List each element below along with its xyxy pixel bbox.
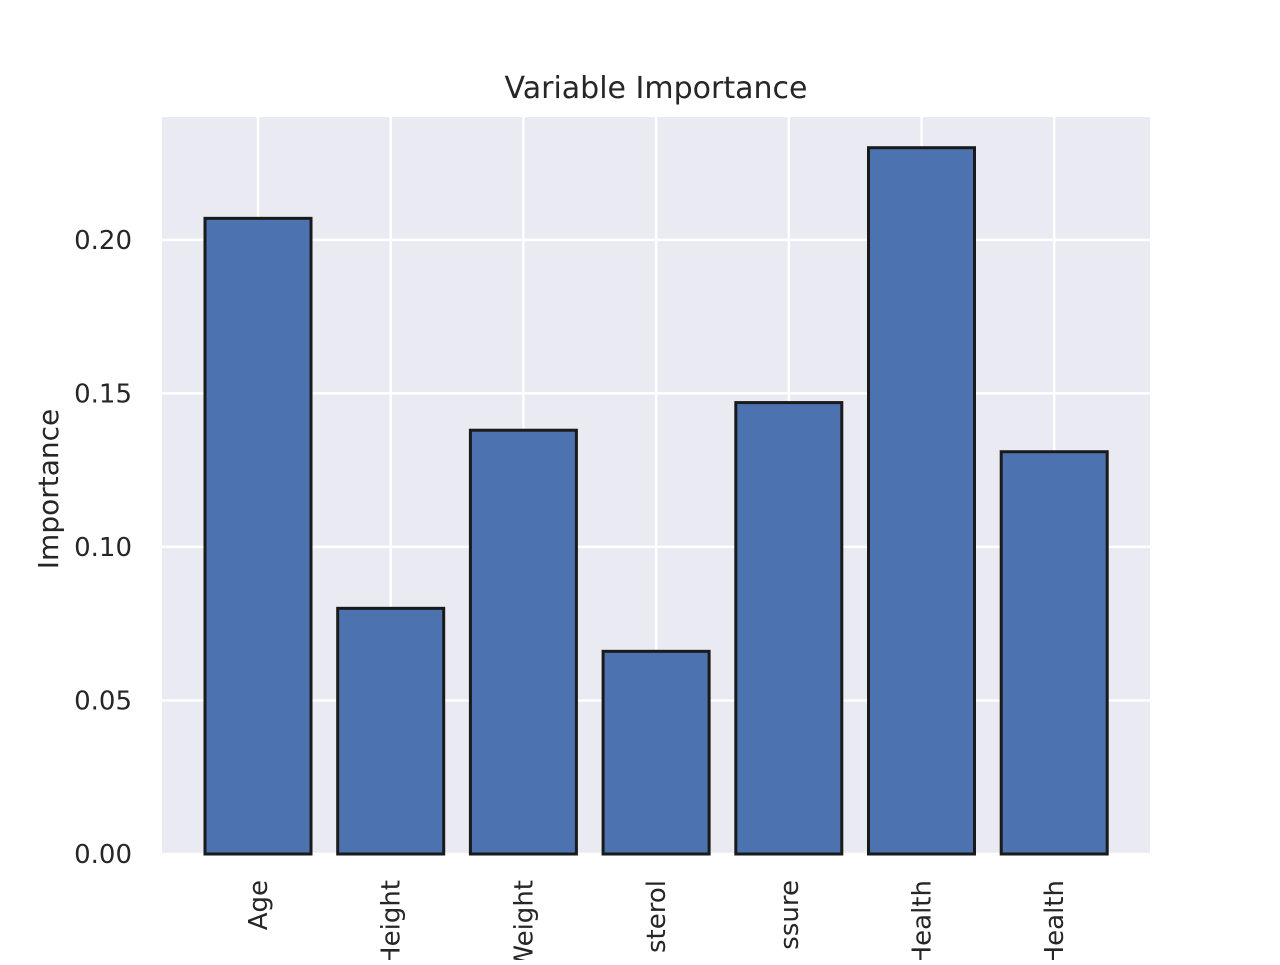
y-axis-label: Importance [32, 409, 65, 569]
y-tick-label: 0.00 [74, 840, 132, 870]
x-tick-label: Weight [509, 880, 539, 960]
bar-weight [468, 428, 578, 856]
y-tick-label: 0.10 [74, 533, 132, 563]
y-tick-labels: 0.00 0.05 0.10 0.15 0.20 [74, 226, 132, 870]
x-tick-label: ssure [775, 880, 805, 950]
x-tick-label: sterol [642, 880, 672, 953]
bar-age [203, 216, 313, 856]
bar-physical-health [999, 450, 1109, 856]
bar-mental-health [867, 146, 976, 856]
y-tick-label: 0.05 [74, 686, 132, 716]
bar-cholesterol [601, 649, 711, 856]
x-tick-label: Health [908, 880, 938, 960]
bar-blood-pressure [734, 401, 844, 856]
x-tick-label: Health [1040, 880, 1070, 960]
x-tick-label: Age [244, 880, 274, 930]
bar-height [336, 606, 446, 856]
x-tick-label: Height [377, 880, 407, 960]
x-tick-labels: Age Height Weight sterol ssure Health Health [244, 880, 1070, 965]
y-tick-label: 0.20 [74, 226, 132, 256]
y-tick-label: 0.15 [74, 379, 132, 409]
bars [203, 146, 1109, 856]
chart-title: Variable Importance [505, 71, 808, 106]
